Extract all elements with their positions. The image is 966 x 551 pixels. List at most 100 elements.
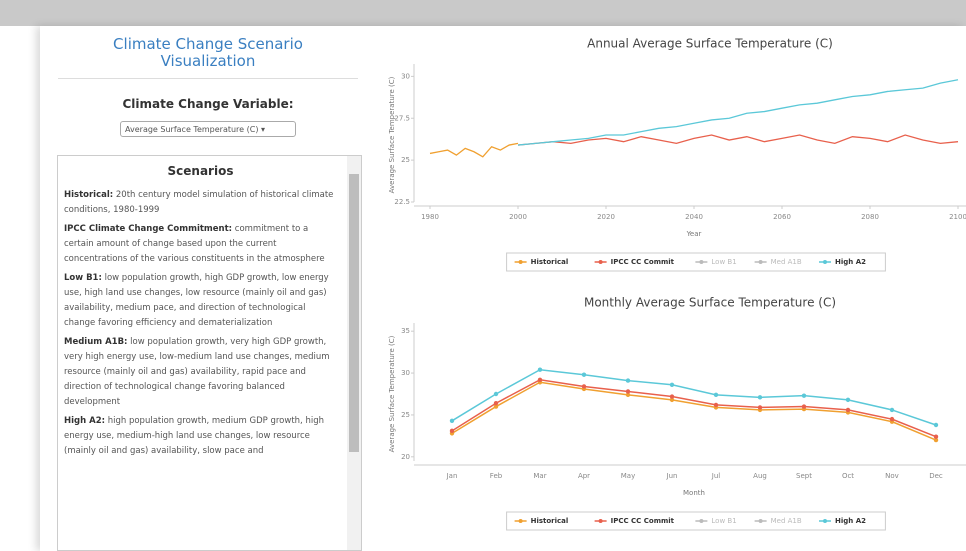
y-tick-label: 27.5 — [394, 114, 410, 122]
x-tick-label: 2060 — [773, 213, 791, 221]
y-tick-label: 20 — [401, 453, 410, 461]
point — [494, 392, 498, 396]
legend-marker — [519, 260, 523, 264]
scenarios-panel: Scenarios Historical: 20th century model… — [57, 155, 362, 551]
scenario-item: IPCC Climate Change Commitment: commitme… — [58, 222, 361, 271]
x-tick-label: Feb — [490, 472, 503, 480]
point — [934, 435, 938, 439]
point — [802, 404, 806, 408]
legend-marker — [759, 519, 763, 523]
legend-marker — [599, 260, 603, 264]
scenario-item: Low B1: low population growth, high GDP … — [58, 271, 361, 335]
point — [582, 384, 586, 388]
scenario-text: low population growth, very high GDP gro… — [64, 337, 330, 407]
point — [846, 408, 850, 412]
series-line — [452, 382, 936, 440]
variable-select[interactable]: Average Surface Temperature (C) ▾ — [120, 121, 296, 137]
legend-label: Historical — [531, 517, 569, 525]
legend-marker — [699, 519, 703, 523]
legend-label: Low B1 — [711, 517, 736, 525]
scenario-item: Medium A1B: low population growth, very … — [58, 335, 361, 414]
scroll-thumb[interactable] — [349, 174, 359, 452]
chart-title: Annual Average Surface Temperature (C) — [587, 37, 833, 51]
point — [538, 378, 542, 382]
point — [494, 401, 498, 405]
variable-label: Climate Change Variable: — [58, 97, 358, 111]
select-text: Average Surface Temperature (C) — [125, 125, 258, 134]
annual-chart: Annual Average Surface Temperature (C) Av… — [370, 30, 966, 292]
series-line — [452, 380, 936, 437]
x-tick-label: Oct — [842, 472, 854, 480]
scenarios-title: Scenarios — [58, 164, 361, 178]
scenario-term: High A2: — [64, 416, 105, 426]
browser-bar — [0, 0, 966, 26]
chart-title: Monthly Average Surface Temperature (C) — [584, 296, 836, 310]
x-tick-label: 2020 — [597, 213, 615, 221]
legend-marker — [519, 519, 523, 523]
series-line — [518, 80, 958, 145]
legend-label: High A2 — [835, 258, 866, 266]
x-tick-label: May — [621, 472, 635, 480]
point — [934, 423, 938, 427]
x-tick-label: Aug — [753, 472, 767, 480]
y-tick-label: 25 — [401, 411, 410, 419]
point — [714, 403, 718, 407]
page: Climate Change Scenario Visualization Cl… — [0, 0, 966, 551]
x-tick-label: 2100 — [949, 213, 966, 221]
legend-marker — [823, 260, 827, 264]
series-line — [518, 135, 958, 145]
point — [846, 398, 850, 402]
point — [802, 393, 806, 397]
x-tick-label: Jul — [711, 472, 721, 480]
scrollbar[interactable] — [347, 156, 361, 550]
x-axis-label: Month — [683, 489, 705, 497]
y-tick-label: 22.5 — [394, 198, 410, 206]
y-axis-label: Average Surface Temperature (C) — [388, 335, 396, 452]
scenario-term: IPCC Climate Change Commitment: — [64, 224, 232, 234]
point — [714, 393, 718, 397]
legend-marker — [599, 519, 603, 523]
scenario-term: Medium A1B: — [64, 337, 127, 347]
series-line — [452, 370, 936, 425]
x-tick-label: 1980 — [421, 213, 439, 221]
series-line — [430, 143, 518, 156]
legend-label: IPCC CC Commit — [611, 517, 675, 525]
monthly-chart: Monthly Average Surface Temperature (C) A… — [370, 289, 966, 551]
point — [890, 417, 894, 421]
scenario-item: Historical: 20th century model simulatio… — [58, 188, 361, 222]
x-tick-label: Jan — [446, 472, 458, 480]
legend-label: Med A1B — [771, 258, 802, 266]
x-tick-label: Apr — [578, 472, 590, 480]
scenario-term: Historical: — [64, 190, 113, 200]
x-tick-label: Jun — [666, 472, 678, 480]
x-tick-label: Mar — [533, 472, 546, 480]
x-tick-label: Nov — [885, 472, 899, 480]
legend-label: Historical — [531, 258, 569, 266]
point — [670, 383, 674, 387]
point — [758, 405, 762, 409]
scenario-list: Historical: 20th century model simulatio… — [58, 188, 361, 463]
point — [890, 408, 894, 412]
x-tick-label: Sept — [796, 472, 812, 480]
legend-label: Low B1 — [711, 258, 736, 266]
legend-marker — [699, 260, 703, 264]
legend-label: High A2 — [835, 517, 866, 525]
x-tick-label: 2080 — [861, 213, 879, 221]
scenario-term: Low B1: — [64, 273, 102, 283]
app-title: Climate Change Scenario Visualization — [58, 36, 358, 79]
legend-label: IPCC CC Commit — [611, 258, 675, 266]
y-tick-label: 25 — [401, 156, 410, 164]
point — [626, 389, 630, 393]
scenario-item: High A2: high population growth, medium … — [58, 414, 361, 463]
point — [538, 368, 542, 372]
y-axis-label: Average Surface Temperature (C) — [388, 76, 396, 193]
x-tick-label: 2040 — [685, 213, 703, 221]
point — [582, 373, 586, 377]
point — [758, 395, 762, 399]
point — [450, 429, 454, 433]
legend-marker — [823, 519, 827, 523]
point — [626, 378, 630, 382]
point — [670, 394, 674, 398]
y-tick-label: 35 — [401, 327, 410, 335]
y-tick-label: 30 — [401, 369, 410, 377]
